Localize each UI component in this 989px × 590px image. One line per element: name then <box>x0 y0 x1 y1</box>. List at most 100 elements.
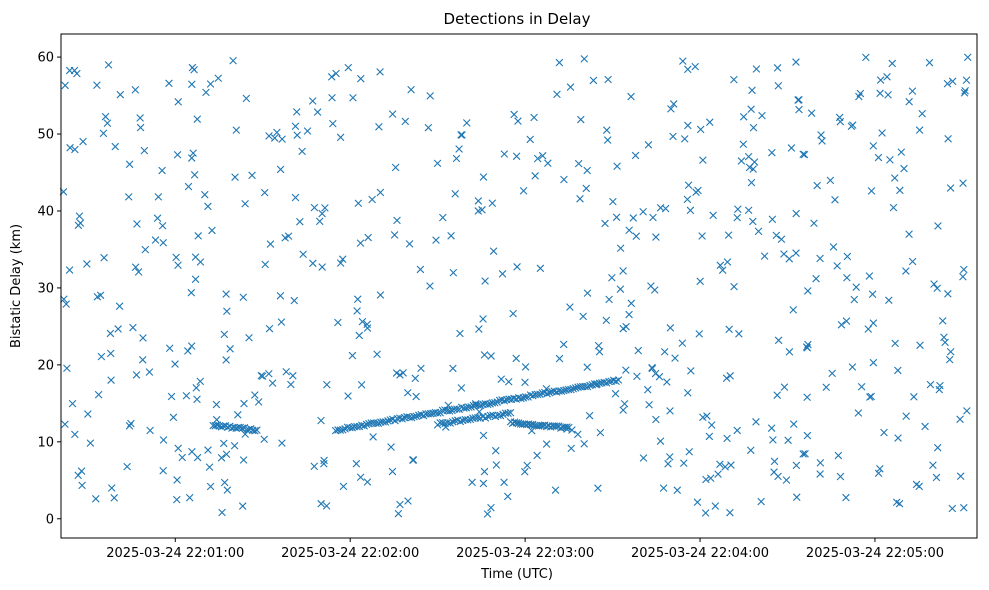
detection-point <box>644 141 653 149</box>
detection-point <box>165 344 174 353</box>
detection-point <box>478 206 486 214</box>
detection-point <box>625 226 633 235</box>
y-tick-label: 50 <box>37 128 54 143</box>
detection-point <box>355 331 364 340</box>
detection-point <box>946 347 955 356</box>
detection-point <box>795 95 803 104</box>
detection-point <box>616 244 625 253</box>
detection-point <box>96 291 105 300</box>
detection-point <box>240 399 248 408</box>
detection-point <box>774 82 783 90</box>
detection-point <box>426 409 435 418</box>
detection-point <box>888 59 897 68</box>
detection-point <box>960 89 969 97</box>
detection-point <box>376 291 385 299</box>
detection-point <box>391 163 400 172</box>
detection-point <box>571 384 580 392</box>
detection-point <box>837 320 846 329</box>
detection-point <box>925 58 934 67</box>
detection-point <box>479 315 487 323</box>
x-axis-label: Time (UTC) <box>480 567 553 582</box>
detection-point <box>567 385 575 394</box>
detection-point <box>747 178 756 187</box>
detection-point <box>707 421 716 429</box>
detection-point <box>222 290 230 298</box>
detection-point <box>867 187 876 195</box>
detection-point <box>381 418 390 426</box>
detection-point <box>336 259 345 267</box>
detection-point <box>136 114 144 122</box>
detection-point <box>896 186 904 195</box>
detection-point <box>125 160 134 169</box>
detection-point <box>487 352 495 360</box>
detection-point <box>308 97 317 105</box>
detection-point <box>816 254 824 263</box>
detection-point <box>959 503 968 512</box>
detection-point <box>204 202 212 211</box>
detection-point <box>876 465 884 473</box>
detection-point <box>404 497 412 505</box>
detection-point <box>390 231 399 239</box>
detection-point <box>500 478 508 487</box>
detection-point <box>730 282 738 291</box>
detection-point <box>165 79 173 88</box>
detection-point <box>843 252 852 261</box>
detection-point <box>594 484 602 492</box>
detection-point <box>62 300 71 308</box>
detection-point <box>944 135 952 143</box>
detection-point <box>484 412 492 421</box>
detection-point <box>398 415 406 423</box>
detection-point <box>190 65 198 74</box>
detection-point <box>131 263 140 271</box>
detection-point <box>620 399 629 408</box>
detection-point <box>369 433 377 441</box>
detection-point <box>136 123 145 132</box>
detection-point <box>533 390 542 399</box>
detection-point <box>679 57 687 65</box>
detection-point <box>138 355 147 364</box>
detection-point <box>912 480 921 489</box>
detection-point <box>566 83 575 91</box>
detection-point <box>464 416 472 424</box>
scatter-points <box>59 53 972 518</box>
detection-point <box>265 324 274 333</box>
detection-point <box>652 415 660 424</box>
detection-point <box>439 213 447 222</box>
detection-point <box>916 341 924 350</box>
detection-point <box>405 240 414 248</box>
detection-point <box>387 443 395 451</box>
detection-point <box>669 100 678 108</box>
detection-point <box>705 432 714 441</box>
detection-point <box>639 207 647 216</box>
detection-point <box>652 233 660 241</box>
detection-point <box>706 474 715 482</box>
detection-point <box>678 339 687 347</box>
detection-point <box>521 467 529 476</box>
detection-point <box>804 340 812 349</box>
detection-point <box>317 499 325 508</box>
detection-point <box>354 199 363 208</box>
detection-point <box>551 486 560 494</box>
detection-point <box>83 260 91 268</box>
detection-point <box>317 416 325 425</box>
detection-point <box>822 383 830 392</box>
detection-point <box>433 159 442 168</box>
detection-point <box>631 151 640 160</box>
detection-point <box>291 193 300 202</box>
detection-point <box>451 190 459 198</box>
detection-point <box>802 343 811 351</box>
detection-point <box>376 68 384 76</box>
detection-point <box>298 147 306 156</box>
detection-point <box>270 134 279 142</box>
detection-point <box>744 206 753 215</box>
detection-point <box>856 89 865 98</box>
detection-point <box>193 453 202 462</box>
detection-point <box>107 484 116 492</box>
detection-point <box>941 338 949 347</box>
detection-point <box>543 389 551 398</box>
detection-point <box>583 289 592 297</box>
detection-point <box>739 140 748 149</box>
detection-point <box>956 472 965 481</box>
detection-point <box>673 486 682 494</box>
